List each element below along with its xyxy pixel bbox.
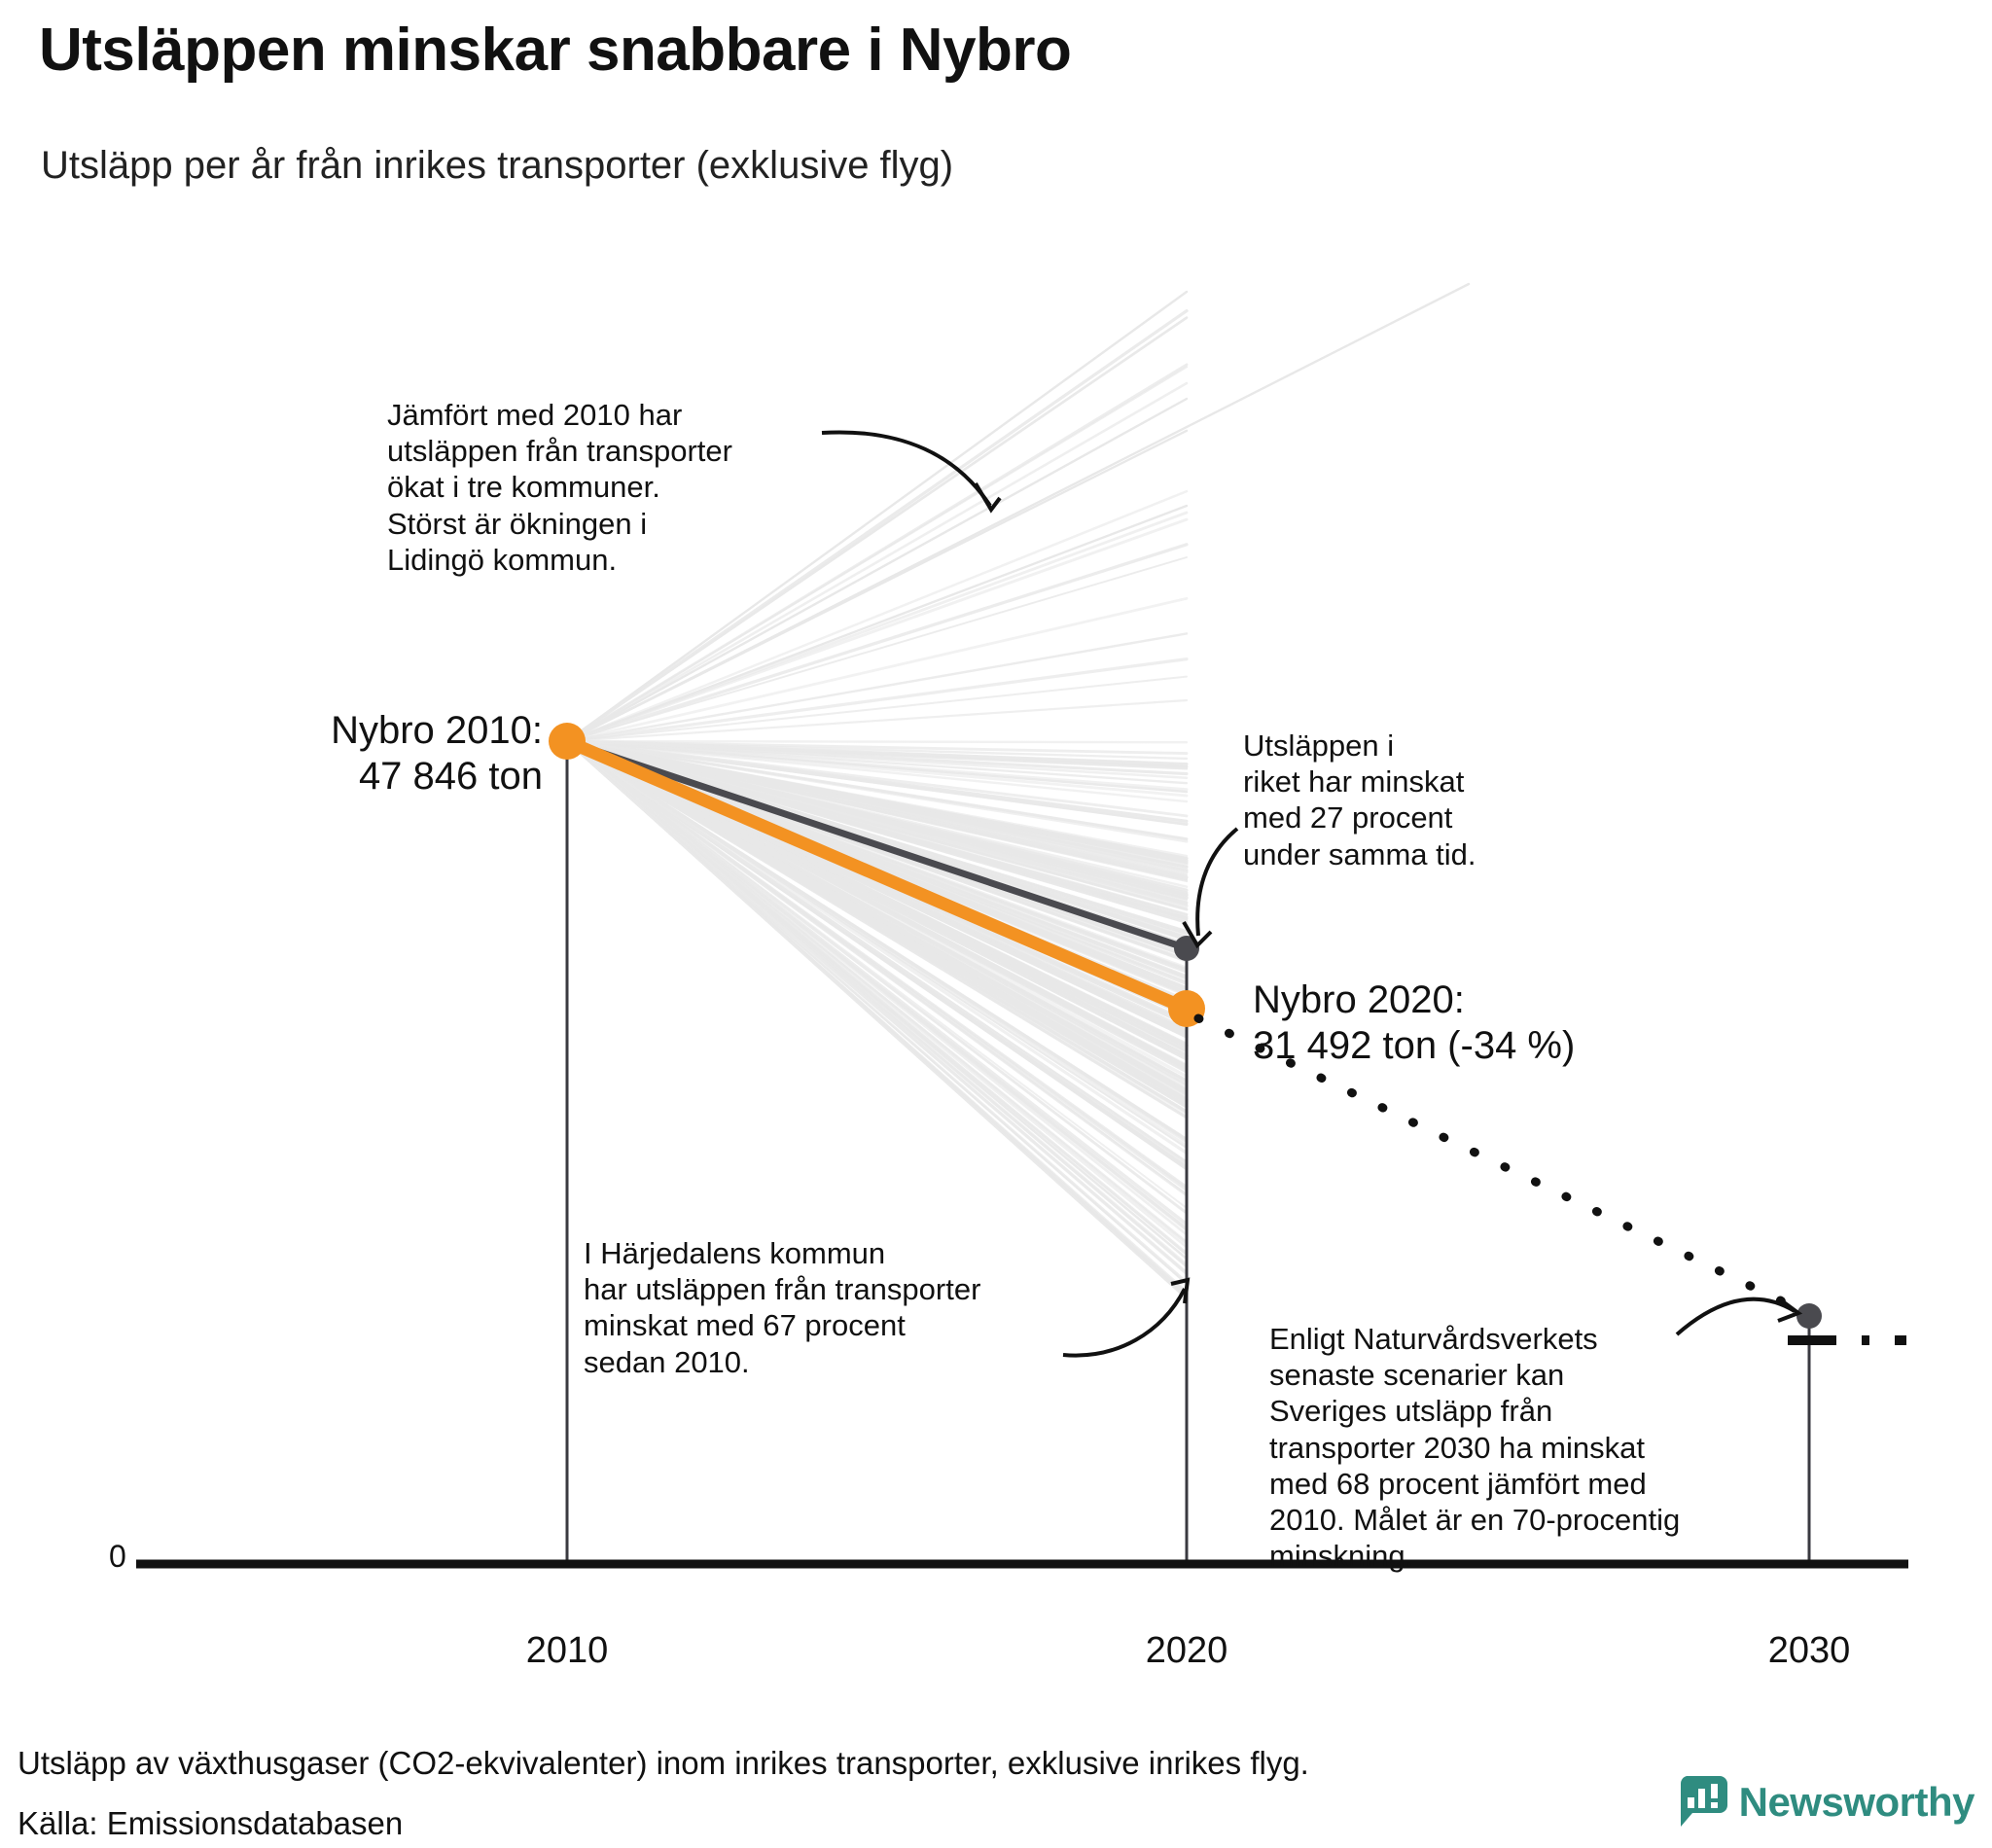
newsworthy-logo[interactable]: Newsworthy xyxy=(1679,1776,1975,1829)
annotation-arrow-scenario xyxy=(1675,1297,1796,1336)
data-label-nybro-2010: Nybro 2010: 47 846 ton xyxy=(331,709,543,799)
series-start-point-nybro xyxy=(549,723,586,760)
x-axis-tick-2020: 2020 xyxy=(1145,1630,1228,1671)
x-axis-tick-2010: 2010 xyxy=(525,1630,609,1671)
annotation-arrow-harjedalen xyxy=(1062,1288,1187,1358)
annotation-scenario: Enligt Naturvårdsverkets senaste scenari… xyxy=(1269,1322,1681,1574)
annotation-national: Utsläppen i riket har minskat med 27 pro… xyxy=(1243,729,1476,871)
annotation-arrowhead-national xyxy=(1182,920,1213,949)
newsworthy-logo-text: Newsworthy xyxy=(1738,1779,1975,1825)
x-axis-tick-2030: 2030 xyxy=(1767,1630,1851,1671)
chart-footnote: Utsläpp av växthusgaser (CO2-ekvivalente… xyxy=(18,1745,1309,1781)
newsworthy-mark-icon xyxy=(1680,1776,1727,1827)
annotation-arrow-increase xyxy=(821,430,992,508)
y-axis-zero-label: 0 xyxy=(109,1539,126,1574)
annotation-harjedalen: I Härjedalens kommun har utsläppen från … xyxy=(584,1236,981,1379)
series-end-point-nybro xyxy=(1168,990,1205,1027)
page-title: Utsläppen minskar snabbare i Nybro xyxy=(39,17,1072,84)
series-line-riket xyxy=(563,737,1191,952)
chart-subtitle: Utsläpp per år från inrikes transporter … xyxy=(41,144,954,187)
data-label-nybro-2020: Nybro 2020: 31 492 ton (-34 %) xyxy=(1253,978,1576,1068)
series-line-nybro xyxy=(560,734,1193,1015)
series-endpoint-riket xyxy=(1174,936,1199,961)
chart-source: Källa: Emissionsdatabasen xyxy=(18,1805,404,1841)
annotation-arrowhead-increase xyxy=(974,481,1002,514)
annotation-arrowhead-harjedalen xyxy=(1170,1277,1191,1304)
annotation-arrow-national xyxy=(1195,827,1239,937)
annotation-arrowhead-scenario xyxy=(1777,1297,1803,1323)
annotation-increase: Jämfört med 2010 har utsläppen från tran… xyxy=(387,398,732,577)
series-endpoint-2030 xyxy=(1796,1303,1822,1329)
